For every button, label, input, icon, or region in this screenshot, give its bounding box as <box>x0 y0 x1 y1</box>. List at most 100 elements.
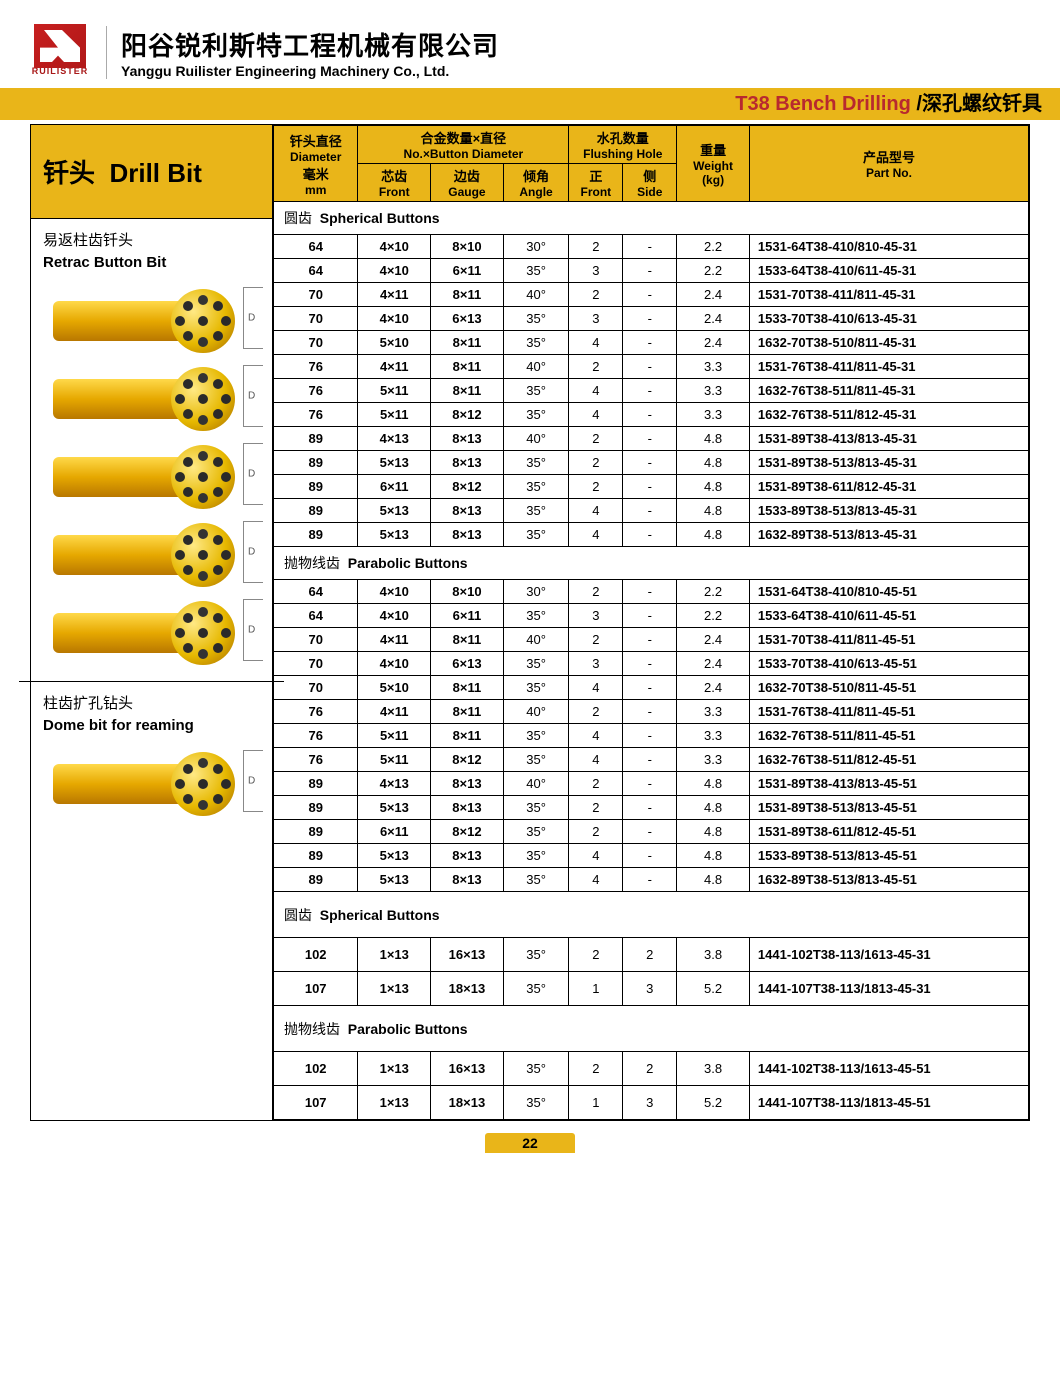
cell: 70 <box>274 676 358 700</box>
cell: 35° <box>503 403 569 427</box>
cell: - <box>623 748 677 772</box>
cell: 1 <box>569 1086 623 1120</box>
cell: 70 <box>274 283 358 307</box>
cell: 6×11 <box>358 820 431 844</box>
cell: 107 <box>274 972 358 1006</box>
cell: 8×13 <box>431 499 504 523</box>
cell: 4×11 <box>358 700 431 724</box>
drill-bit-image <box>43 361 263 431</box>
cell: 3.8 <box>677 1052 750 1086</box>
cell: 1632-76T38-511/811-45-51 <box>749 724 1028 748</box>
cell: 8×11 <box>431 676 504 700</box>
cell: - <box>623 628 677 652</box>
cell: 35° <box>503 938 569 972</box>
cell: 1×13 <box>358 1052 431 1086</box>
cell: 2 <box>569 475 623 499</box>
company-name-cn: 阳谷锐利斯特工程机械有限公司 <box>121 26 499 63</box>
left-section: 易返柱齿钎头Retrac Button Bit <box>31 219 272 681</box>
cell: 8×13 <box>431 427 504 451</box>
cell: - <box>623 772 677 796</box>
cell: 89 <box>274 523 358 547</box>
table-row: 895×138×1335°4-4.81632-89T38-513/813-45-… <box>274 868 1029 892</box>
cell: 3 <box>569 604 623 628</box>
cell: - <box>623 379 677 403</box>
cell: 2 <box>569 451 623 475</box>
cell: 8×13 <box>431 844 504 868</box>
cell: 1533-70T38-410/613-45-31 <box>749 307 1028 331</box>
cell: 76 <box>274 724 358 748</box>
cell: 35° <box>503 523 569 547</box>
cell: 2.2 <box>677 259 750 283</box>
cell: 35° <box>503 652 569 676</box>
cell: 4.8 <box>677 475 750 499</box>
table-row: 895×138×1335°2-4.81531-89T38-513/813-45-… <box>274 796 1029 820</box>
cell: 76 <box>274 748 358 772</box>
cell: 3.3 <box>677 403 750 427</box>
cell: 76 <box>274 355 358 379</box>
cell: 4 <box>569 844 623 868</box>
cell: 2.4 <box>677 676 750 700</box>
cell: - <box>623 259 677 283</box>
cell: 2.4 <box>677 331 750 355</box>
cell: - <box>623 403 677 427</box>
cell: 2 <box>569 938 623 972</box>
cell: 18×13 <box>431 972 504 1006</box>
cell: 76 <box>274 700 358 724</box>
cell: 5×10 <box>358 676 431 700</box>
product-name-en: Dome bit for reaming <box>43 717 260 734</box>
cell: 2 <box>569 772 623 796</box>
cell: 2.2 <box>677 580 750 604</box>
cell: 35° <box>503 604 569 628</box>
cell: 70 <box>274 307 358 331</box>
cell: 3 <box>623 1086 677 1120</box>
cell: 1531-89T38-413/813-45-51 <box>749 772 1028 796</box>
cell: 8×13 <box>431 772 504 796</box>
title-bar: T38 Bench Drilling /深孔螺纹钎具 <box>0 88 1060 120</box>
cell: 2 <box>569 235 623 259</box>
cell: 2 <box>569 820 623 844</box>
cell: 16×13 <box>431 1052 504 1086</box>
cell: 3.3 <box>677 379 750 403</box>
cell: 3.3 <box>677 748 750 772</box>
cell: 4×11 <box>358 628 431 652</box>
table-row: 705×108×1135°4-2.41632-70T38-510/811-45-… <box>274 331 1029 355</box>
cell: 5×13 <box>358 499 431 523</box>
cell: - <box>623 796 677 820</box>
cell: 2 <box>569 355 623 379</box>
cell: 2.4 <box>677 652 750 676</box>
section-header: 抛物线齿 Parabolic Buttons <box>274 547 1029 580</box>
cell: 2 <box>569 580 623 604</box>
product-name-cn: 柱齿扩孔钻头 <box>43 692 260 713</box>
cell: 3 <box>623 972 677 1006</box>
cell: 4.8 <box>677 499 750 523</box>
cell: 1632-89T38-513/813-45-31 <box>749 523 1028 547</box>
cell: 89 <box>274 499 358 523</box>
table-row: 1021×1316×1335°223.81441-102T38-113/1613… <box>274 938 1029 972</box>
cell: 89 <box>274 868 358 892</box>
table-row: 764×118×1140°2-3.31531-76T38-411/811-45-… <box>274 700 1029 724</box>
cell: 5.2 <box>677 1086 750 1120</box>
cell: 35° <box>503 451 569 475</box>
cell: 2.2 <box>677 604 750 628</box>
cell: 1×13 <box>358 972 431 1006</box>
cell: 1531-89T38-513/813-45-31 <box>749 451 1028 475</box>
left-section: 柱齿扩孔钻头 Dome bit for reaming <box>31 682 272 832</box>
cell: 3.3 <box>677 355 750 379</box>
cell: 64 <box>274 580 358 604</box>
cell: 5×13 <box>358 868 431 892</box>
cell: 6×11 <box>431 604 504 628</box>
cell: 8×10 <box>431 580 504 604</box>
cell: 8×12 <box>431 820 504 844</box>
cell: 8×13 <box>431 868 504 892</box>
cell: 8×13 <box>431 451 504 475</box>
cell: - <box>623 331 677 355</box>
table-row: 705×108×1135°4-2.41632-70T38-510/811-45-… <box>274 676 1029 700</box>
cell: 4×13 <box>358 772 431 796</box>
table-row: 895×138×1335°2-4.81531-89T38-513/813-45-… <box>274 451 1029 475</box>
cell: 76 <box>274 379 358 403</box>
cell: 2 <box>623 1052 677 1086</box>
product-name-cn: 易返柱齿钎头 <box>43 229 260 250</box>
cell: 76 <box>274 403 358 427</box>
drill-bit-image <box>43 746 263 816</box>
cell: 5×11 <box>358 748 431 772</box>
